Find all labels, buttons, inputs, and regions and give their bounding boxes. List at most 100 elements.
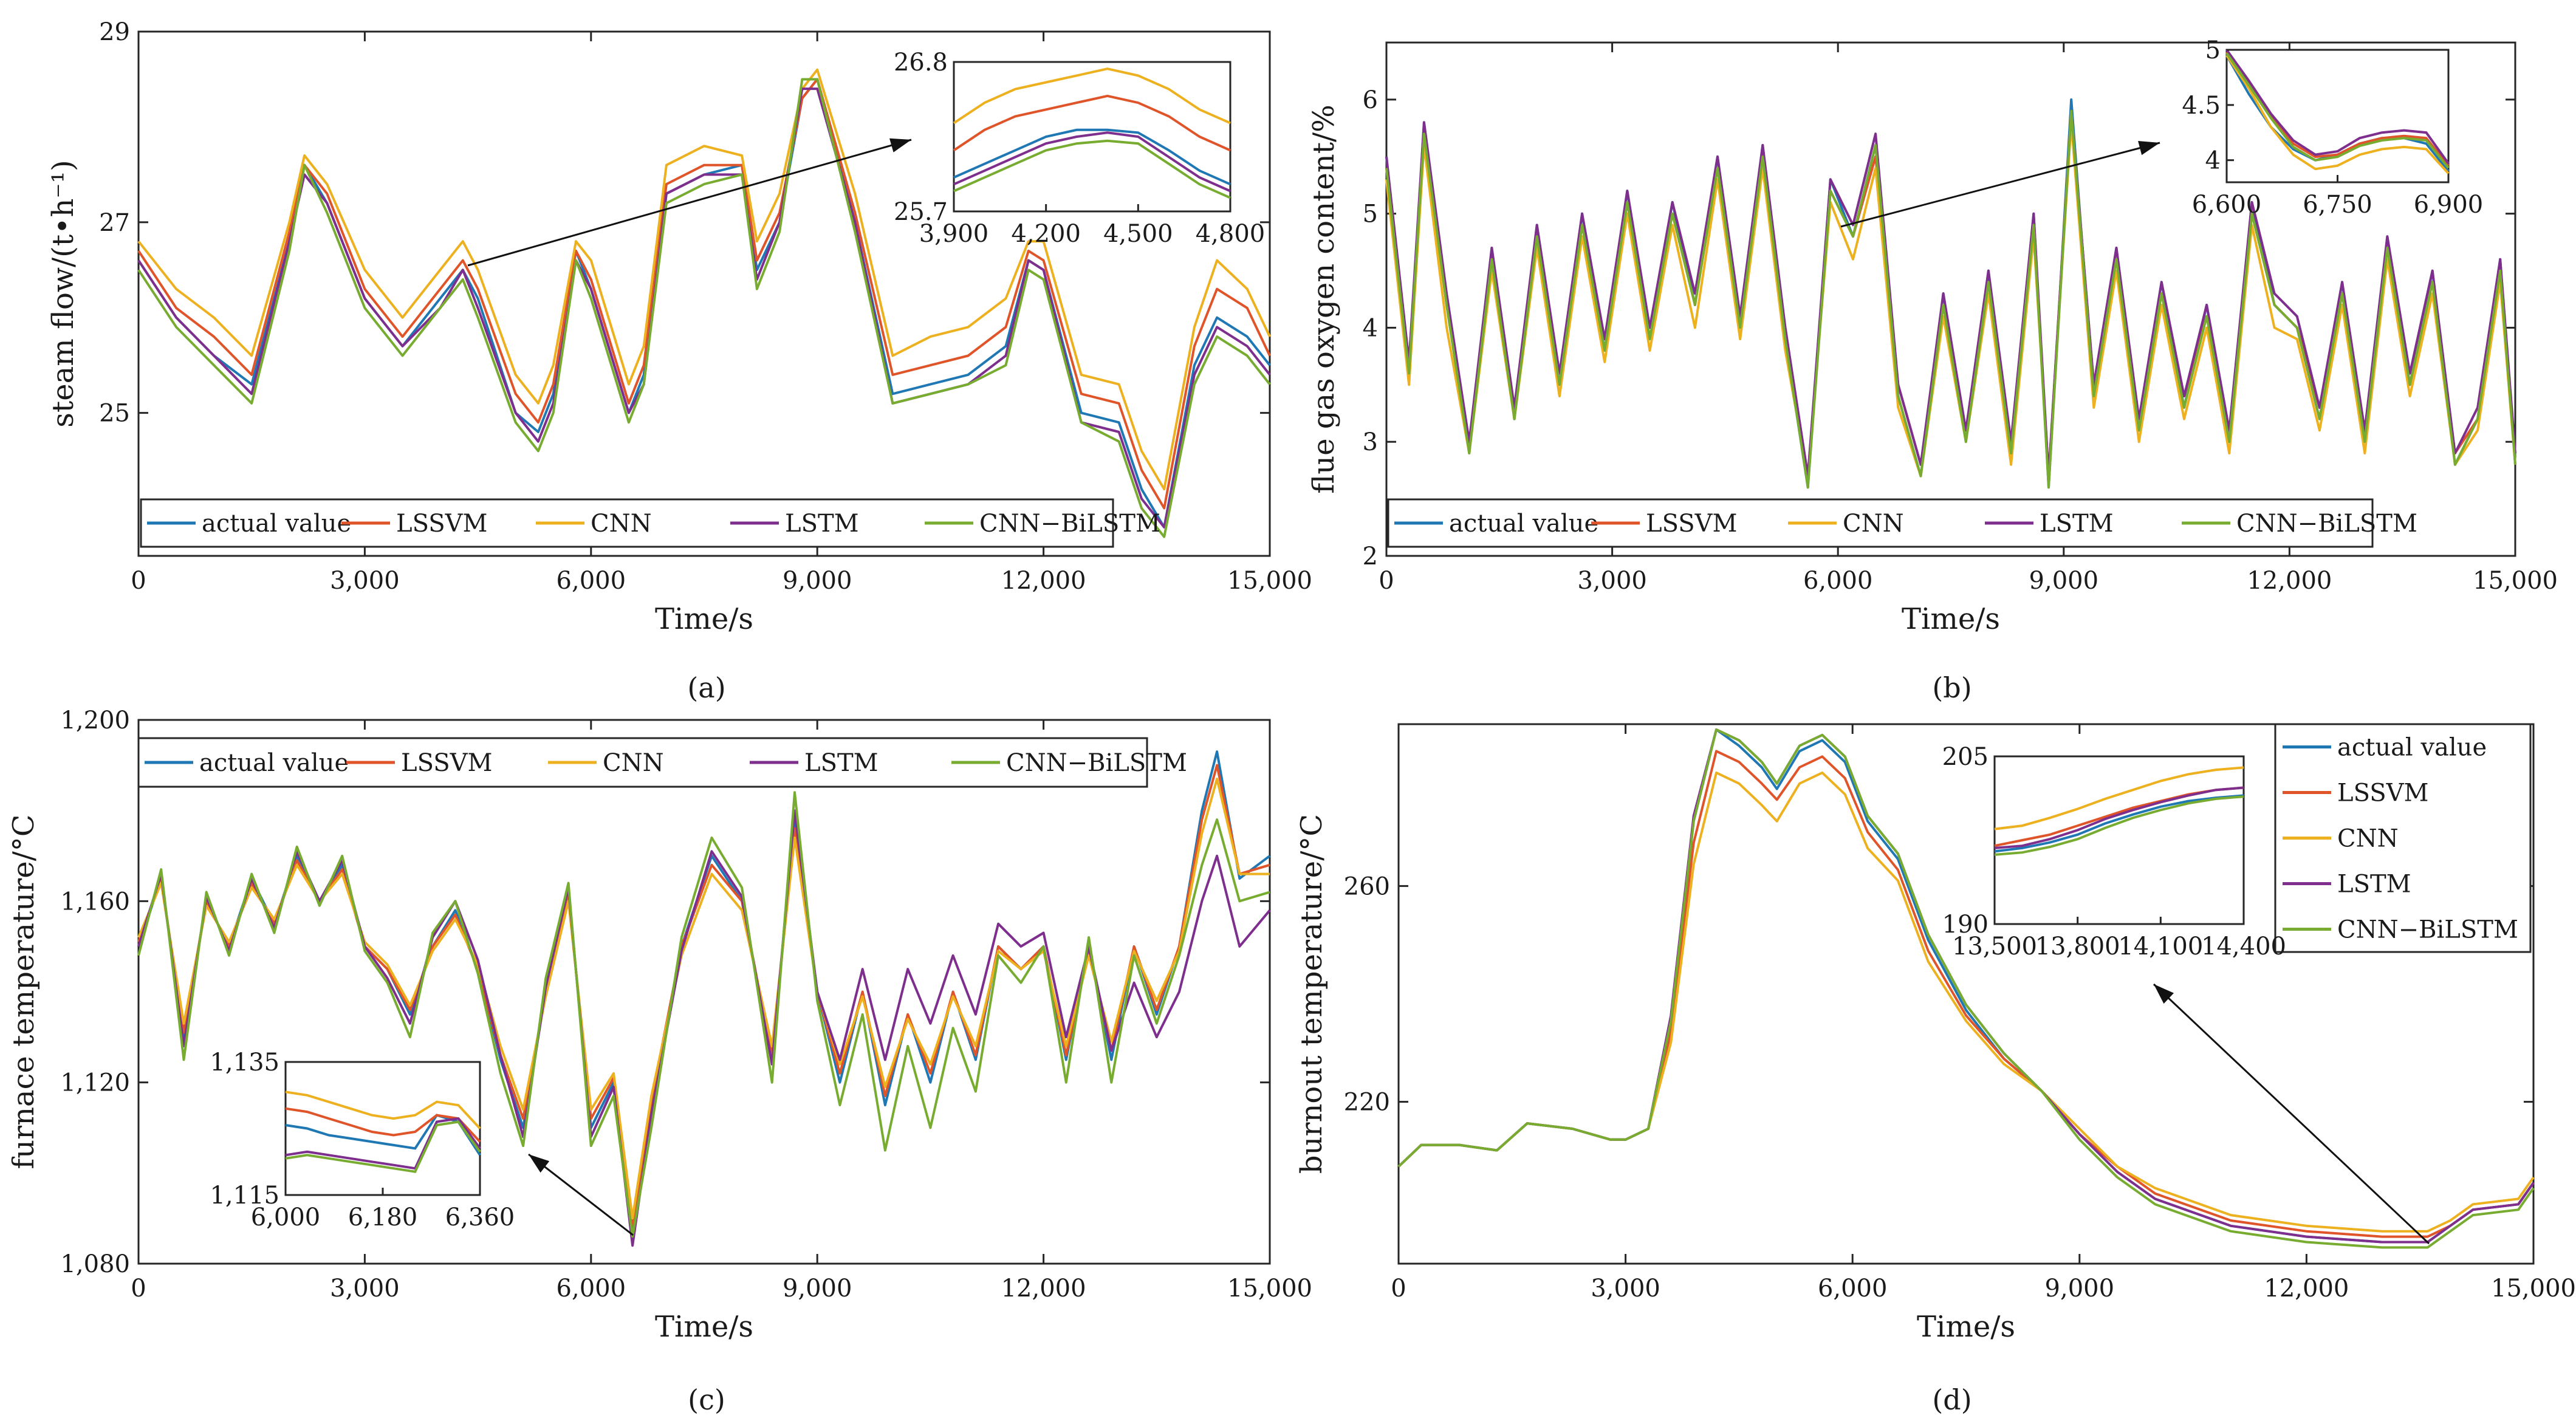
legend-label: LSSVM <box>2337 779 2429 807</box>
plot-frame <box>1397 723 2535 1265</box>
panel-caption: (c) <box>688 1383 725 1416</box>
plot-frame <box>137 30 1271 557</box>
x-axis-label: Time/s <box>655 602 753 636</box>
inset-series-line-2 <box>953 67 1231 125</box>
x-tick-label: 6,000 <box>1818 1275 1888 1303</box>
zoom-arrow-line <box>1840 142 2160 228</box>
zoom-arrow-line <box>467 139 912 267</box>
legend-label: CNN <box>2337 825 2399 853</box>
inset-series-line-3 <box>953 131 1231 193</box>
zoom-arrow-head <box>2154 984 2174 1004</box>
inset-x-tick-label: 13,800 <box>2035 933 2120 960</box>
x-tick-label: 15,000 <box>2473 567 2558 595</box>
x-tick-label: 0 <box>131 567 146 595</box>
y-tick-label: 2 <box>1363 543 1378 570</box>
x-tick-label: 6,000 <box>557 567 626 595</box>
series-line-3 <box>1385 109 2516 478</box>
inset-series-line-3 <box>285 1117 481 1170</box>
inset-x-tick-label: 14,100 <box>2118 933 2203 960</box>
x-tick-label: 12,000 <box>1001 567 1086 595</box>
x-tick-label: 15,000 <box>1227 1275 1312 1303</box>
series-line-4 <box>1385 109 2516 489</box>
inset-y-tick-label: 25.7 <box>894 198 948 226</box>
y-tick-label: 1,200 <box>60 707 130 734</box>
y-tick-label: 1,160 <box>60 888 130 916</box>
legend-label: CNN−BiLSTM <box>1006 749 1187 777</box>
plot-frame <box>137 719 1271 1265</box>
x-axis-label: Time/s <box>655 1310 753 1344</box>
x-tick-label: 3,000 <box>1591 1275 1660 1303</box>
legend-label: actual value <box>202 510 351 538</box>
inset-series-line-1 <box>953 94 1231 152</box>
legend-label: LSSVM <box>401 749 493 777</box>
x-tick-label: 6,000 <box>1803 567 1873 595</box>
inset-series-line-0 <box>1994 794 2244 853</box>
inset-x-tick-label: 6,360 <box>445 1204 515 1231</box>
x-tick-label: 9,000 <box>2029 567 2099 595</box>
inset-frame <box>953 61 1231 213</box>
inset-y-tick-label: 4.5 <box>2182 92 2221 120</box>
zoom-arrow-head <box>529 1154 550 1173</box>
inset-frame <box>1993 755 2245 925</box>
inset-y-tick-label: 5 <box>2205 36 2221 64</box>
inset-x-tick-label: 6,900 <box>2414 191 2484 219</box>
series-line-2 <box>137 68 1271 491</box>
inset-x-tick-label: 6,000 <box>251 1204 321 1231</box>
x-tick-label: 9,000 <box>783 1275 852 1303</box>
inset-y-tick-label: 190 <box>1942 911 1989 939</box>
inset-x-tick-label: 4,500 <box>1103 220 1173 248</box>
x-tick-label: 12,000 <box>2264 1275 2349 1303</box>
series-line-4 <box>137 78 1271 538</box>
x-tick-label: 12,000 <box>2247 567 2332 595</box>
series-line-4 <box>1397 728 2535 1249</box>
y-tick-label: 25 <box>99 400 130 428</box>
y-tick-label: 1,120 <box>60 1069 130 1097</box>
panel-b-flue-gas-oxygen: 0 3,000 6,000 9,000 12,000 15,000 2 3 4 5 6 Time/s f… <box>1307 36 2558 704</box>
inset-series-line-4 <box>285 1120 481 1173</box>
legend-label: LSSVM <box>1646 510 1738 538</box>
y-axis-label: burnout temperature/°C <box>1295 814 1329 1174</box>
inset-series-line-2 <box>285 1091 481 1129</box>
inset-y-tick-label: 1,135 <box>210 1049 279 1077</box>
series-line-3 <box>137 87 1271 529</box>
inset-series-line-4 <box>953 139 1231 199</box>
plot-frame <box>1385 41 2516 557</box>
inset-x-tick-label: 6,600 <box>2192 191 2262 219</box>
panel-caption: (d) <box>1932 1383 1971 1416</box>
x-tick-label: 3,000 <box>330 567 400 595</box>
legend-label: CNN−BiLSTM <box>2337 916 2518 944</box>
inset-x-tick-label: 6,750 <box>2303 191 2372 219</box>
inset-series-line-0 <box>953 128 1231 186</box>
y-tick-label: 260 <box>1344 872 1390 900</box>
series-line-1 <box>137 78 1271 510</box>
inset-y-tick-label: 26.8 <box>894 49 948 77</box>
inset-x-tick-label: 4,800 <box>1196 220 1266 248</box>
x-tick-label: 15,000 <box>1227 567 1312 595</box>
x-tick-label: 3,000 <box>1577 567 1647 595</box>
legend-label: CNN−BiLSTM <box>979 510 1160 538</box>
legend-label: actual value <box>1449 510 1598 538</box>
inset-frame <box>2225 49 2450 183</box>
x-tick-label: 0 <box>1391 1275 1406 1303</box>
legend-label: CNN−BiLSTM <box>2236 510 2417 538</box>
legend-label: actual value <box>2337 734 2487 762</box>
x-tick-label: 6,000 <box>557 1275 626 1303</box>
x-tick-label: 0 <box>1379 567 1394 595</box>
inset-series-line-2 <box>1994 766 2244 830</box>
inset-series-line-4 <box>2225 52 2450 169</box>
inset-y-tick-label: 205 <box>1942 743 1989 771</box>
inset-series-line-1 <box>285 1107 481 1143</box>
inset-y-tick-label: 1,115 <box>210 1182 279 1210</box>
x-tick-label: 0 <box>131 1275 146 1303</box>
legend-label: CNN <box>1843 510 1904 538</box>
x-tick-label: 3,000 <box>330 1275 400 1303</box>
zoom-arrow-line <box>2153 983 2430 1245</box>
inset-series-line-0 <box>285 1114 481 1156</box>
legend-label: CNN <box>591 510 652 538</box>
inset-y-tick-label: 4 <box>2205 147 2221 175</box>
y-tick-label: 1,080 <box>60 1250 130 1278</box>
series-line-4 <box>137 791 1270 1238</box>
legend-label: CNN <box>603 749 664 777</box>
panel-c-furnace-temperature: 0 3,000 6,000 9,000 12,000 15,000 1,080 1,120 1,… <box>7 707 1312 1416</box>
